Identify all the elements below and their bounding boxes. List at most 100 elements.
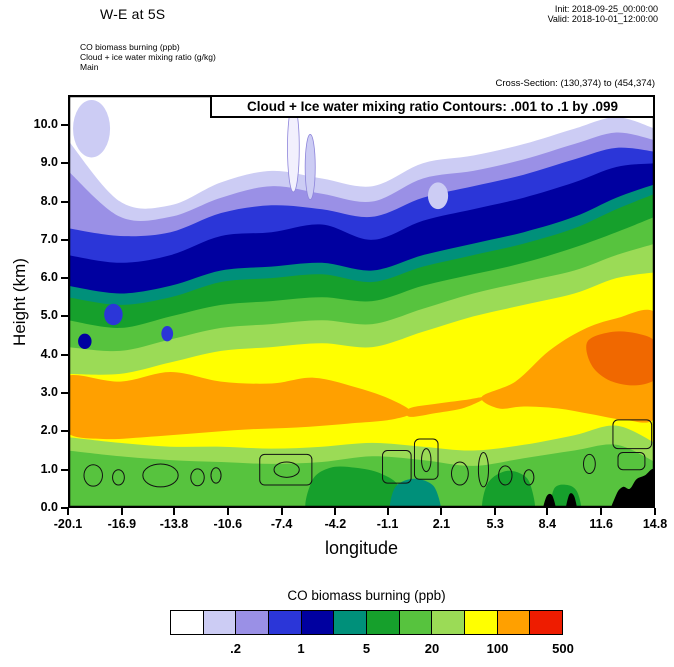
colorbar-cell-6 bbox=[333, 610, 368, 635]
y-tick-label: 2.0 bbox=[40, 423, 58, 438]
cloud-contour-line bbox=[421, 448, 432, 473]
init-timestamp: Init: 2018-09-25_00:00:00 bbox=[554, 4, 658, 14]
cloud-blue-speck-3 bbox=[161, 326, 174, 342]
y-tick-label: 4.0 bbox=[40, 346, 58, 361]
colorbar-cell-4 bbox=[268, 610, 302, 635]
cloud-contour-line bbox=[112, 469, 125, 486]
contour-info-box: Cloud + Ice water mixing ratio Contours:… bbox=[210, 95, 655, 118]
x-tick-label: 5.3 bbox=[486, 517, 504, 531]
x-tick-mark bbox=[120, 508, 123, 515]
deep-orange-core bbox=[586, 331, 655, 386]
x-tick-label: -7.4 bbox=[270, 517, 293, 531]
y-tick-mark bbox=[61, 162, 68, 165]
x-tick-mark bbox=[334, 508, 337, 515]
y-tick-label: 7.0 bbox=[40, 231, 58, 246]
y-tick-mark bbox=[61, 123, 68, 126]
y-tick-mark bbox=[61, 315, 68, 318]
y-tick-mark bbox=[61, 200, 68, 203]
cloud-contour-line bbox=[259, 453, 313, 486]
x-tick-label: -10.6 bbox=[213, 517, 243, 531]
colorbar-cell-3 bbox=[235, 610, 270, 635]
y-tick-label: 5.0 bbox=[40, 308, 58, 323]
x-tick-label: -16.9 bbox=[107, 517, 137, 531]
surface-teal-patch bbox=[389, 478, 441, 508]
x-tick-mark bbox=[280, 508, 283, 515]
y-tick-label: 10.0 bbox=[33, 116, 58, 131]
lavender-pocket bbox=[427, 182, 449, 210]
x-tick-mark bbox=[654, 508, 656, 515]
x-tick-mark bbox=[546, 508, 549, 515]
cloud-contour-line bbox=[583, 453, 596, 475]
x-tick-mark bbox=[226, 508, 229, 515]
colorbar-tick-label: 5 bbox=[362, 641, 371, 656]
cloud-contour-line bbox=[210, 467, 222, 484]
colorbar-tick-label: 20 bbox=[424, 641, 440, 656]
x-tick-mark bbox=[440, 508, 443, 515]
y-tick-mark bbox=[61, 238, 68, 241]
orange-filament bbox=[406, 396, 487, 417]
cloud-contour-line bbox=[450, 461, 469, 486]
y-tick-label: 3.0 bbox=[40, 385, 58, 400]
x-tick-label: -4.2 bbox=[324, 517, 347, 531]
colorbar-tick-label: .2 bbox=[230, 641, 241, 656]
y-tick-mark bbox=[61, 430, 68, 433]
x-tick-label: 2.1 bbox=[432, 517, 451, 531]
y-tick-label: 1.0 bbox=[40, 461, 58, 476]
colorbar-cell-5 bbox=[300, 610, 335, 635]
cloud-blue-speck-2 bbox=[104, 303, 123, 326]
cloud-contour-line bbox=[413, 438, 439, 480]
cross-section-coords: Cross-Section: (130,374) to (454,374) bbox=[495, 78, 655, 89]
cloud-contour-line bbox=[83, 464, 103, 487]
colorbar-tick-label: 1 bbox=[297, 641, 305, 656]
y-axis-title: Height (km) bbox=[10, 258, 29, 346]
y-tick-label: 6.0 bbox=[40, 270, 58, 285]
y-tick-mark bbox=[61, 468, 68, 471]
colorbar-cell-8 bbox=[398, 610, 433, 635]
contour-info-text: Cloud + Ice water mixing ratio Contours:… bbox=[247, 99, 618, 114]
cloud-contour-line bbox=[273, 461, 300, 478]
x-tick-mark bbox=[67, 508, 69, 515]
y-tick-label: 8.0 bbox=[40, 193, 58, 208]
cloud-contour-line bbox=[612, 419, 653, 450]
cloud-contour-line bbox=[498, 465, 513, 486]
page-title: W-E at 5S bbox=[100, 6, 166, 22]
x-axis-title: longitude bbox=[324, 538, 399, 558]
cloud-contour-line bbox=[477, 451, 489, 488]
colorbar bbox=[170, 610, 564, 635]
colorbar-cell-2 bbox=[202, 610, 237, 635]
terrain-east bbox=[610, 468, 655, 508]
legend-line-field: CO biomass burning (ppb) bbox=[80, 42, 180, 52]
x-tick-label: 14.8 bbox=[642, 517, 668, 531]
plot-area: Cloud + Ice water mixing ratio Contours:… bbox=[67, 94, 656, 509]
legend-line-domain: Main bbox=[80, 62, 99, 72]
surface-darkgreen-east bbox=[481, 470, 536, 508]
x-tick-label: -20.1 bbox=[53, 517, 83, 531]
y-tick-mark bbox=[61, 353, 68, 356]
cloud-contour-line bbox=[382, 450, 412, 484]
colorbar-cell-7 bbox=[366, 610, 400, 635]
cloud-contour-line bbox=[523, 469, 535, 486]
cloud-streak-3 bbox=[342, 113, 359, 168]
lavender-top-patch bbox=[73, 99, 111, 158]
legend-line-overlay: Cloud + ice water mixing ratio (g/kg) bbox=[80, 52, 216, 62]
x-tick-label: -1.1 bbox=[376, 517, 399, 531]
x-tick-label: -13.8 bbox=[159, 517, 189, 531]
x-tick-label: 8.4 bbox=[538, 517, 557, 531]
terrain-bump-2 bbox=[565, 493, 577, 508]
y-tick-label: 0.0 bbox=[40, 500, 58, 514]
y-tick-label: 9.0 bbox=[40, 155, 58, 170]
surface-darkgreen-west bbox=[305, 466, 408, 508]
y-tick-mark bbox=[61, 277, 68, 280]
valid-timestamp: Valid: 2018-10-01_12:00:00 bbox=[547, 14, 658, 24]
colorbar-cell-10 bbox=[464, 610, 498, 635]
colorbar-tick-label: 100 bbox=[486, 641, 509, 656]
colorbar-cell-11 bbox=[496, 610, 531, 635]
y-tick-mark bbox=[61, 507, 68, 509]
x-tick-label: 11.6 bbox=[589, 517, 613, 531]
cloud-blue-speck-1 bbox=[78, 333, 92, 350]
x-tick-mark bbox=[386, 508, 389, 515]
cloud-streak-2 bbox=[304, 134, 316, 200]
colorbar-title: CO biomass burning (ppb) bbox=[287, 588, 446, 603]
cloud-contour-line bbox=[617, 451, 646, 471]
